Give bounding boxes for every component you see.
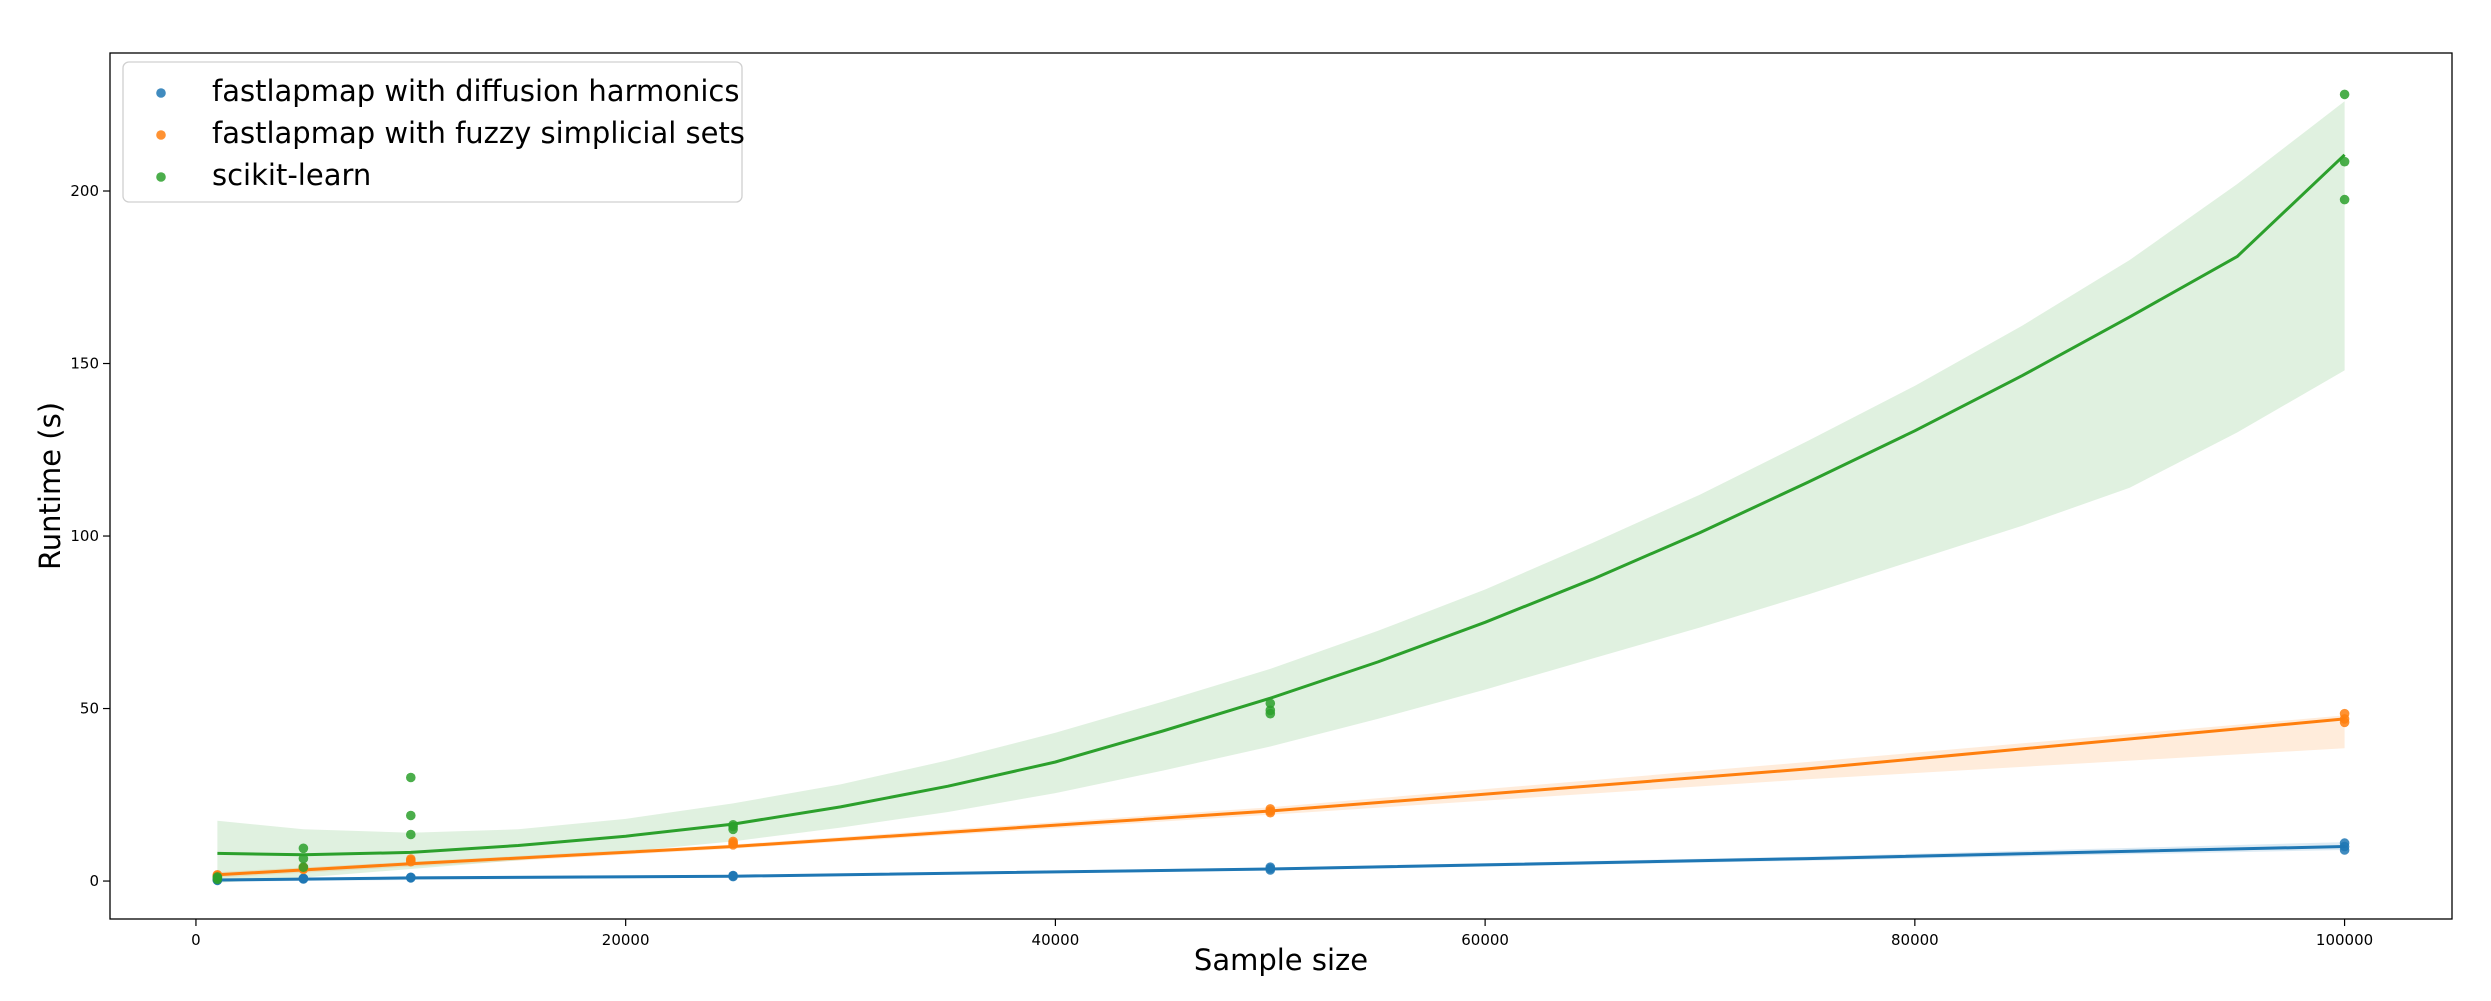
fit-line-2 [217,153,2346,857]
legend-label-0: fastlapmap with diffusion harmonics [212,74,739,108]
confidence-band-2 [217,101,2345,883]
x-axis-label: Sample size [1194,943,1368,977]
x-tick-label-1: 20000 [602,931,650,949]
legend-label-2: scikit-learn [212,158,371,192]
x-tick-label-2: 40000 [1032,931,1080,949]
legend-marker-1 [156,130,166,140]
data-point-2-14 [1265,698,1276,709]
data-point-2-8 [406,772,416,783]
data-point-1-11 [728,836,738,847]
data-point-1-17 [2339,708,2350,719]
fit-line-0 [217,845,2345,882]
data-point-0-17 [2339,838,2350,848]
y-tick-label-2: 100 [70,527,99,545]
y-tick-label-4: 200 [70,182,99,200]
fit-lines [217,153,2346,882]
x-tick-label-5: 100000 [2316,931,2373,949]
data-point-1-8 [406,854,416,864]
y-tick-label-3: 150 [70,355,99,373]
data-point-0-5 [298,873,309,884]
data-point-2-17 [2339,89,2350,100]
legend: fastlapmap with diffusion harmonics fastl… [122,61,745,203]
data-points [212,89,2350,886]
data-point-1-14 [1265,804,1276,814]
plot-frame [109,52,2453,920]
data-point-2-13 [1265,705,1276,716]
x-tick-label-3: 60000 [1461,931,1509,949]
legend-box [122,61,743,203]
data-point-2-2 [212,872,223,882]
data-point-2-6 [406,829,416,840]
x-tick-label-4: 80000 [1891,931,1939,949]
x-axis-ticks: 0 20000 40000 60000 80000 100000 [191,919,2373,949]
data-point-2-3 [298,862,309,872]
data-point-2-15 [2339,194,2350,205]
y-axis-label: Runtime (s) [33,402,67,570]
data-point-0-11 [728,870,738,881]
data-point-2-11 [728,820,738,830]
y-tick-label-0: 0 [89,872,99,890]
x-tick-label-0: 0 [191,931,201,949]
y-tick-label-1: 50 [80,700,99,718]
legend-marker-2 [156,172,166,182]
data-point-2-5 [298,843,309,854]
fit-line-1 [217,717,2345,877]
legend-marker-0 [156,88,166,98]
legend-label-1: fastlapmap with fuzzy simplicial sets [212,116,745,150]
data-point-2-4 [298,853,309,864]
data-point-2-16 [2339,156,2350,167]
data-point-0-14 [1265,862,1276,872]
y-axis-ticks: 0 50 100 150 200 [70,182,110,890]
data-point-2-7 [406,810,416,821]
data-point-0-8 [406,872,416,883]
